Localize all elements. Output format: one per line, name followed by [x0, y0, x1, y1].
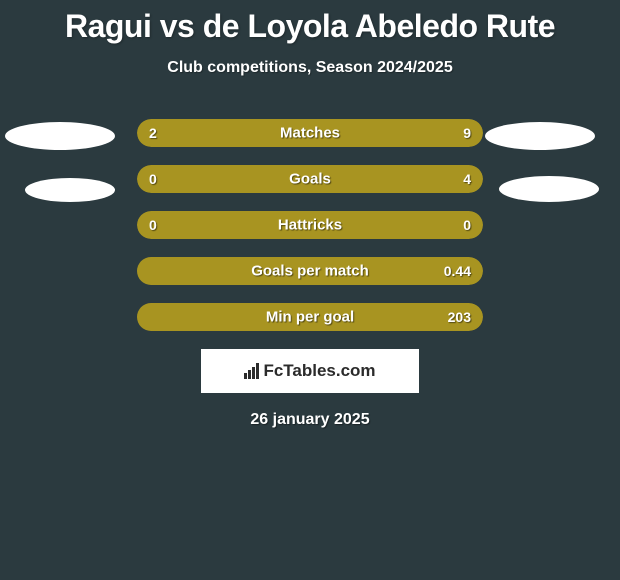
stat-label: Goals per match: [251, 263, 369, 280]
decorative-ellipse: [485, 122, 595, 150]
decorative-ellipse: [499, 176, 599, 202]
stat-value-left: 0: [149, 217, 157, 233]
brand-badge-text: FcTables.com: [263, 361, 375, 381]
stat-row: 0 0 Hattricks: [137, 211, 483, 239]
stat-value-right: 0: [463, 217, 471, 233]
stat-label: Matches: [280, 125, 340, 142]
stat-label: Hattricks: [278, 217, 342, 234]
stat-bar-left: [137, 119, 200, 147]
stat-value-right: 0.44: [444, 263, 471, 279]
stat-bar-right: [200, 119, 483, 147]
stat-label: Min per goal: [266, 309, 354, 326]
stat-value-left: 0: [149, 171, 157, 187]
stat-label: Goals: [289, 171, 331, 188]
stats-container: 2 9 Matches 0 4 Goals 0 0 Hattricks 0.44 Goals per…: [0, 119, 620, 331]
stat-value-right: 203: [448, 309, 471, 325]
stat-bar-left: [137, 257, 147, 285]
footer-date: 26 january 2025: [0, 411, 620, 429]
stat-row: 203 Min per goal: [137, 303, 483, 331]
page-subtitle: Club competitions, Season 2024/2025: [0, 59, 620, 77]
stat-value-left: 2: [149, 125, 157, 141]
brand-badge: FcTables.com: [201, 349, 419, 393]
decorative-ellipse: [25, 178, 115, 202]
infographic-root: Ragui vs de Loyola Abeledo Rute Club com…: [0, 0, 620, 580]
barchart-icon: [244, 363, 259, 379]
decorative-ellipse: [5, 122, 115, 150]
page-title: Ragui vs de Loyola Abeledo Rute: [0, 0, 620, 45]
stat-value-right: 4: [463, 171, 471, 187]
stat-row: 0.44 Goals per match: [137, 257, 483, 285]
stat-row: 2 9 Matches: [137, 119, 483, 147]
stat-value-right: 9: [463, 125, 471, 141]
stat-row: 0 4 Goals: [137, 165, 483, 193]
stat-bar-left: [137, 303, 147, 331]
